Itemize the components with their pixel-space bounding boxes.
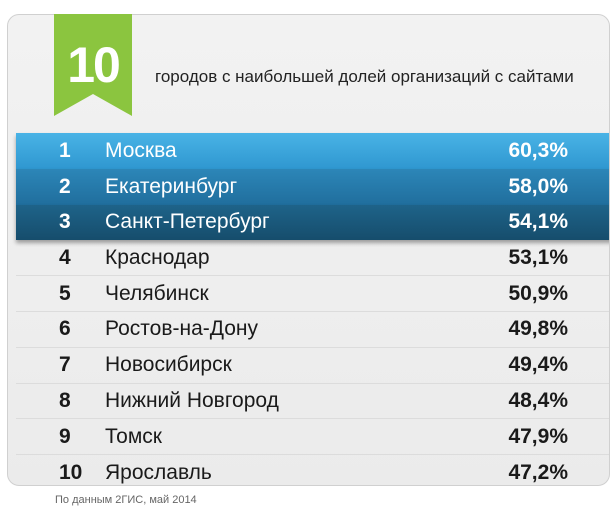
- rank: 1: [59, 138, 71, 162]
- ranking-card: городов с наибольшей долей организаций с…: [7, 14, 610, 486]
- table-row-6: 6 Ростов-на-Дону 49,8%: [16, 312, 609, 348]
- city-name: Краснодар: [105, 245, 210, 269]
- table-row-5: 5 Челябинск 50,9%: [16, 276, 609, 312]
- share-value: 49,8%: [508, 317, 568, 341]
- table-row-9: 9 Томск 47,9%: [16, 419, 609, 456]
- rank: 2: [59, 174, 71, 198]
- rank: 9: [59, 424, 71, 448]
- table-row-4: 4 Краснодар 53,1%: [16, 240, 609, 277]
- share-value: 50,9%: [508, 281, 568, 305]
- city-name: Томск: [105, 424, 162, 448]
- table-row-3: 3 Санкт-Петербург 54,1%: [16, 204, 609, 241]
- ranking-table: 1 Москва 60,3% 2 Екатеринбург 58,0% 3 Са…: [16, 133, 609, 485]
- rank: 5: [59, 281, 71, 305]
- rank: 6: [59, 317, 71, 341]
- rank: 10: [59, 460, 83, 484]
- rank: 3: [59, 210, 71, 234]
- top-10-bookmark-badge: 10: [54, 14, 132, 116]
- bookmark-ribbon-icon: [54, 14, 132, 116]
- share-value: 47,9%: [508, 424, 568, 448]
- share-value: 60,3%: [508, 138, 568, 162]
- share-value: 54,1%: [508, 210, 568, 234]
- city-name: Нижний Новгород: [105, 388, 279, 412]
- share-value: 53,1%: [508, 245, 568, 269]
- city-name: Ростов-на-Дону: [105, 317, 258, 341]
- headline: городов с наибольшей долей организаций с…: [155, 67, 574, 86]
- city-name: Новосибирск: [105, 353, 232, 377]
- share-value: 49,4%: [508, 353, 568, 377]
- table-row-1: 1 Москва 60,3%: [16, 133, 609, 169]
- table-row-10: 10 Ярославль 47,2%: [16, 455, 609, 485]
- table-row-8: 8 Нижний Новгород 48,4%: [16, 384, 609, 420]
- city-name: Санкт-Петербург: [105, 210, 270, 234]
- share-value: 58,0%: [508, 174, 568, 198]
- city-name: Москва: [105, 138, 177, 162]
- rank: 4: [59, 245, 71, 269]
- rank: 7: [59, 353, 71, 377]
- table-row-2: 2 Екатеринбург 58,0%: [16, 168, 609, 205]
- city-name: Екатеринбург: [105, 174, 238, 198]
- share-value: 47,2%: [508, 460, 568, 484]
- share-value: 48,4%: [508, 388, 568, 412]
- city-name: Челябинск: [105, 281, 209, 305]
- badge-number: 10: [67, 37, 121, 93]
- city-name: Ярославль: [105, 460, 212, 484]
- rank: 8: [59, 388, 71, 412]
- table-row-7: 7 Новосибирск 49,4%: [16, 348, 609, 384]
- source-note: По данным 2ГИС, май 2014: [55, 494, 197, 506]
